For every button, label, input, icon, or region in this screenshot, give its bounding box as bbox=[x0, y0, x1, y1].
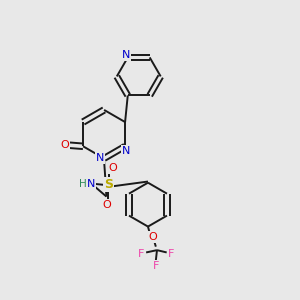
Text: O: O bbox=[102, 200, 111, 210]
Text: O: O bbox=[149, 232, 158, 242]
Text: N: N bbox=[122, 50, 130, 60]
Text: N: N bbox=[87, 179, 95, 189]
Text: F: F bbox=[138, 249, 145, 259]
Text: F: F bbox=[168, 249, 175, 259]
Text: N: N bbox=[122, 146, 131, 156]
Text: S: S bbox=[104, 178, 113, 191]
Text: N: N bbox=[96, 153, 104, 163]
Text: O: O bbox=[61, 140, 69, 150]
Text: O: O bbox=[108, 163, 117, 173]
Text: F: F bbox=[153, 261, 159, 271]
Text: H: H bbox=[80, 179, 87, 189]
